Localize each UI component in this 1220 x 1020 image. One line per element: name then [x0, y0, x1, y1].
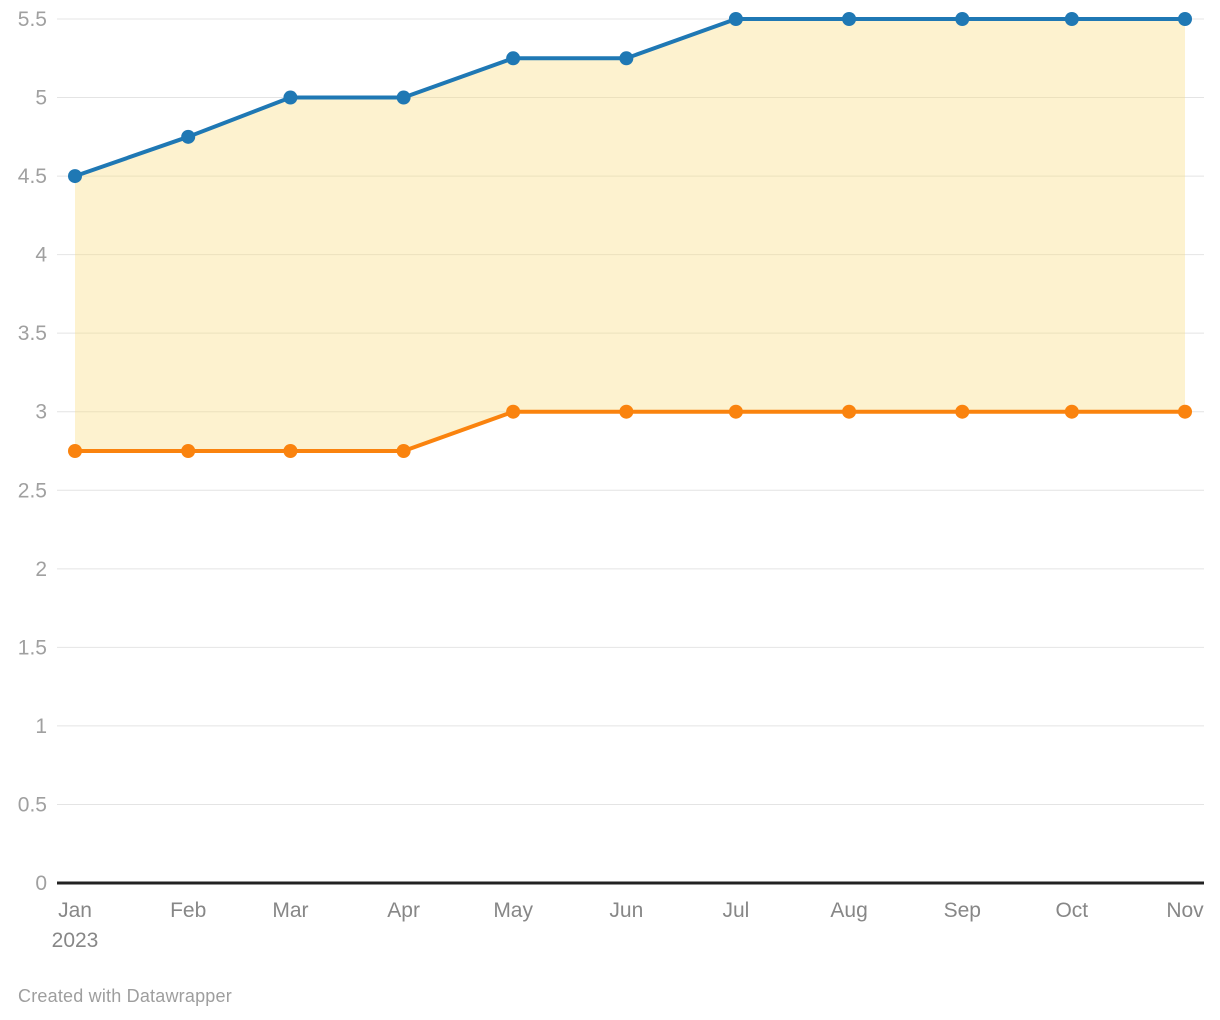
data-point-blue-line-upper	[955, 12, 970, 26]
area-between-lines	[75, 19, 1185, 451]
y-tick-label: 5	[35, 87, 47, 110]
data-point-blue-line-upper	[1178, 12, 1192, 26]
data-point-orange-line-lower	[842, 404, 857, 419]
y-tick-label: 1.5	[18, 636, 47, 659]
x-tick-label: Nov	[1166, 899, 1204, 922]
data-point-orange-line-lower	[396, 444, 411, 458]
gridlines	[57, 18, 1204, 885]
data-point-orange-line-lower	[1064, 404, 1079, 419]
data-point-blue-line-upper	[1064, 12, 1079, 26]
line-chart: 0 0.5 1 1.5 2 2.5 3 3.5 4 4.5 5 5.5 Jan 2023 Feb Mar Apr…	[18, 8, 1205, 952]
data-point-blue-line-upper	[181, 129, 196, 144]
data-point-blue-line-upper	[506, 51, 521, 66]
data-point-blue-line-upper	[396, 90, 411, 105]
data-point-blue-line-upper	[842, 12, 857, 26]
x-tick-label: May	[493, 899, 533, 922]
y-tick-label: 4	[35, 244, 47, 267]
x-axis-labels: Jan 2023 Feb Mar Apr May Jun Jul Aug Sep Oct Nov	[52, 899, 1205, 952]
x-tick-label: Jun	[609, 899, 643, 922]
y-tick-label: 2.5	[18, 479, 47, 502]
x-tick-label: Oct	[1055, 899, 1088, 922]
x-tick-label: Jul	[722, 899, 749, 922]
y-tick-label: 3	[35, 401, 47, 424]
data-point-blue-line-upper	[283, 90, 298, 105]
data-point-orange-line-lower	[506, 404, 521, 419]
x-tick-label: Mar	[272, 899, 308, 922]
data-point-blue-line-upper	[728, 12, 743, 26]
y-tick-label: 0.5	[18, 793, 47, 816]
y-tick-label: 3.5	[18, 322, 47, 345]
x-tick-label: Apr	[387, 899, 420, 922]
data-point-orange-line-lower	[181, 444, 196, 458]
x-tick-label: Sep	[944, 899, 981, 922]
data-point-orange-line-lower	[283, 444, 298, 458]
y-axis-labels: 0 0.5 1 1.5 2 2.5 3 3.5 4 4.5 5 5.5	[18, 8, 48, 895]
x-tick-label: Aug	[830, 899, 867, 922]
y-tick-label: 2	[35, 558, 47, 581]
series-blue-line-upper	[68, 12, 1192, 184]
data-point-orange-line-lower	[68, 444, 82, 458]
datawrapper-credit-link[interactable]: Created with Datawrapper	[18, 986, 232, 1006]
series-orange-line-lower	[68, 404, 1192, 458]
x-tick-label: Jan	[58, 899, 92, 922]
y-tick-label: 5.5	[18, 8, 47, 31]
y-tick-label: 1	[35, 715, 47, 738]
data-point-orange-line-lower	[1178, 404, 1192, 419]
data-point-blue-line-upper	[619, 51, 634, 66]
y-tick-label: 0	[35, 872, 47, 895]
x-tick-label: Feb	[170, 899, 206, 922]
y-tick-label: 4.5	[18, 165, 47, 188]
data-point-blue-line-upper	[68, 169, 82, 184]
x-tick-sublabel: 2023	[52, 929, 99, 952]
data-point-orange-line-lower	[955, 404, 970, 419]
data-point-orange-line-lower	[728, 404, 743, 419]
data-point-orange-line-lower	[619, 404, 634, 419]
